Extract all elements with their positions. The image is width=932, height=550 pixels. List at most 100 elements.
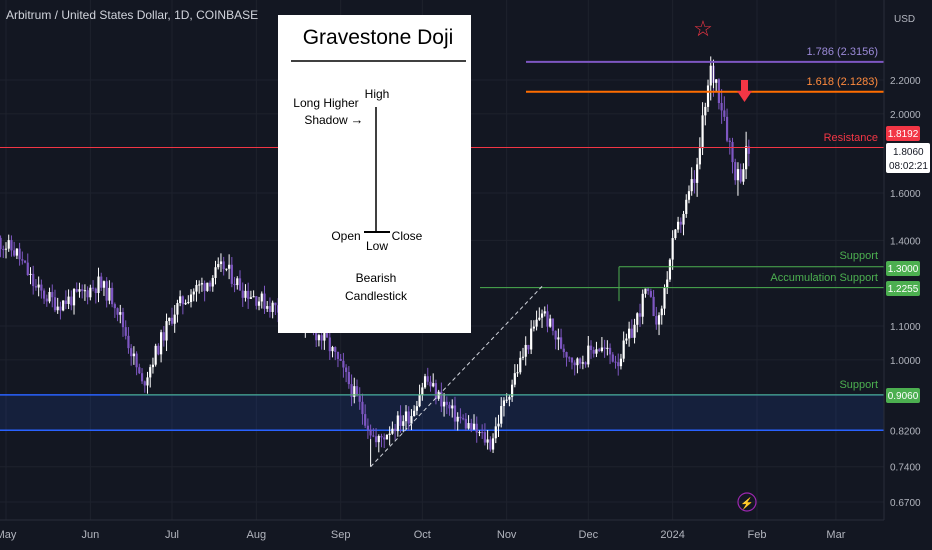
candle-body [48,292,51,302]
candle-body [720,103,723,111]
candle-body [143,381,146,386]
candle-body [587,345,590,365]
candle-body [407,411,410,424]
candle-body [67,296,70,304]
support-1300-text: 1.3000 [888,264,919,275]
candle-body [475,423,478,433]
currency-label: USD [894,14,915,25]
candle-body [45,298,48,302]
candle-body [132,353,135,357]
y-tick-label: 0.7400 [890,463,921,474]
candle-body [263,293,266,309]
candle-body [149,367,152,378]
x-tick-label: Oct [414,529,431,541]
candle-body [7,240,10,249]
candle-body [388,433,391,435]
candle-body [679,221,682,225]
inset-shadow-label-1: Long Higher [293,96,358,110]
resistance-price-tag [886,126,920,141]
lightning-icon[interactable]: ⚡ [740,497,754,510]
candle-body [519,357,522,373]
candle-body [173,314,176,324]
candle-body [266,306,269,309]
current-price-tag [886,143,930,173]
candle-body [124,327,127,336]
candle-body [622,340,625,359]
candle-body [404,411,408,422]
candle-body [105,281,108,301]
candle-body [21,259,24,261]
price-tags: 1.8192 1.8060 08:02:21 1.3000 1.2255 0.9… [886,126,930,403]
candle-body [410,416,413,424]
star-icon[interactable]: ☆ [693,16,713,41]
candle-body [274,302,277,306]
candle-body [91,287,95,289]
alert-circle[interactable] [737,492,757,512]
candle-body [549,318,552,327]
candle-body [462,418,465,420]
candle-body [238,278,242,291]
inset-low-label: Low [366,239,388,253]
candle-body [551,318,555,331]
candle-body [701,115,704,149]
candle-body [704,106,707,116]
y-tick-label: 0.8200 [890,426,921,437]
x-tick-label: Jul [165,529,179,541]
candle-body [211,277,214,287]
countdown-text: 08:02:21 [889,161,928,172]
candle-body [540,313,544,318]
candle-body [559,337,563,349]
candle-body [442,401,446,407]
candle-body [187,301,190,303]
candle-body [491,438,495,450]
candle-body [347,371,350,385]
candle-body [64,300,67,304]
inset-caption-line-2: Candlestick [345,289,408,303]
candle-body [470,423,473,430]
candle-body [336,351,340,359]
candle-body [372,435,375,437]
candle-body [619,358,623,367]
candle-body [331,347,334,352]
candle-body [391,428,394,434]
candle-body [366,425,369,430]
x-tick-label: Sep [331,529,351,541]
candle-body [342,360,345,368]
candle-body [628,328,631,339]
candle-body [168,317,171,322]
candle-body [260,293,263,302]
candle-body [206,282,209,291]
candle-body [34,286,38,288]
inset-close-label: Close [392,229,423,243]
inset-title: Gravestone Doji [303,26,454,49]
candle-body [418,395,421,407]
candle-body [483,432,486,443]
candle-body [448,404,451,409]
candle-body [641,293,644,317]
candle-body [570,357,574,363]
candle-body [328,337,331,352]
candle-body [535,319,538,327]
right-arrow-icon: → [351,112,364,127]
support-12255-text: 1.2255 [888,284,919,295]
candle-body [374,436,378,443]
candle-body [23,260,27,263]
candle-body [568,357,571,359]
candle-body [734,162,737,181]
x-tick-label: Jun [81,529,99,541]
candle-body [747,146,750,154]
candle-body [51,292,54,298]
candle-body [690,179,693,192]
candle-body [579,358,582,364]
y-tick-label: 1.1000 [890,322,921,333]
candle-body [42,290,46,299]
candle-body [709,65,712,86]
candle-body [614,361,617,363]
current-price-text: 1.8060 [893,147,924,158]
candle-body [739,169,742,182]
candle-body [426,376,429,382]
candle-body [647,288,650,292]
candle-body [97,276,100,294]
time-axis[interactable]: May Jun Jul Aug Sep Oct Nov Dec 2024 Feb Mar [0,519,884,541]
